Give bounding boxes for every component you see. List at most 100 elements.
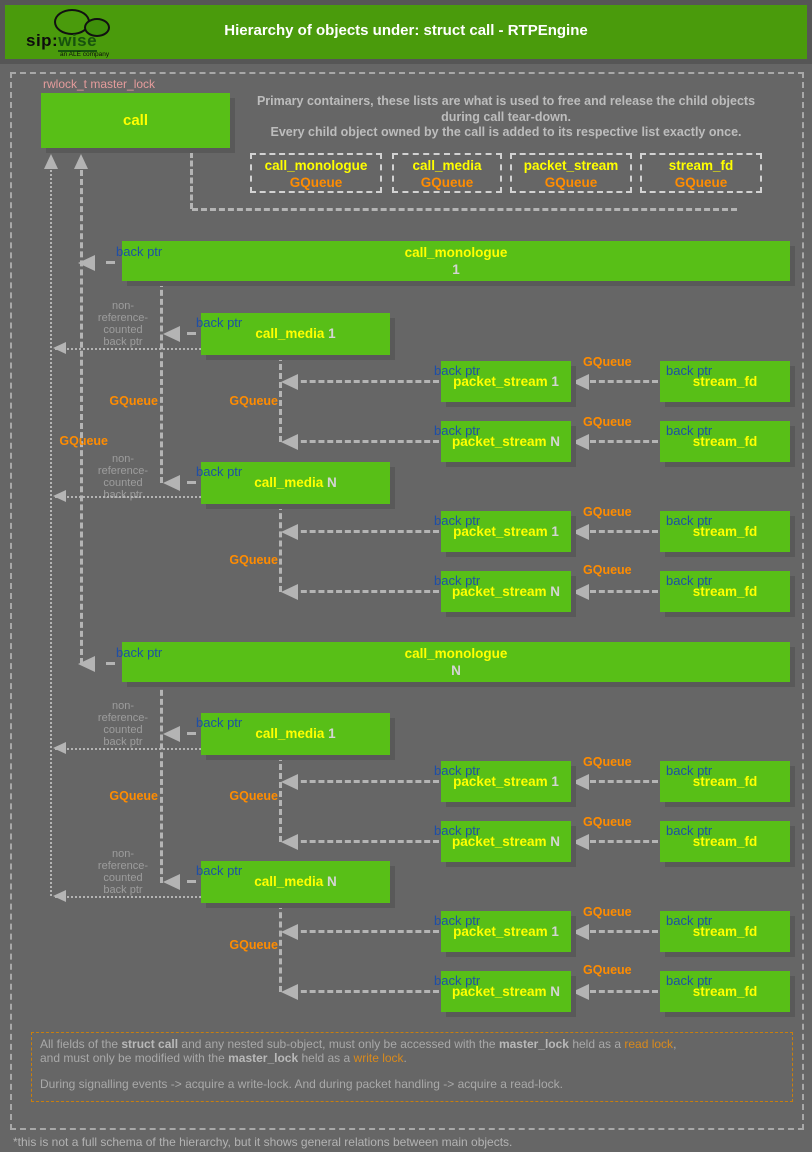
backptr-label: back ptr: [196, 863, 243, 878]
node-index: N: [550, 584, 561, 599]
container-type: GQueue: [420, 175, 474, 190]
call-monologue-1-box: call_monologue 1: [122, 241, 790, 281]
node-index: N: [327, 874, 337, 889]
header-bar: [5, 5, 807, 59]
backptr-dashed-line: [590, 840, 658, 843]
container-type: GQueue: [289, 175, 343, 190]
backptr-label: back ptr: [434, 573, 481, 588]
backptr-label: back ptr: [666, 423, 713, 438]
gqueue-label: GQueue: [109, 394, 158, 408]
stream-fd-box: stream_fd: [660, 571, 790, 612]
stream-fd-box: stream_fd: [660, 911, 790, 952]
intro-line: during call tear-down.: [441, 109, 571, 124]
container-packet-stream-queue: packet_stream GQueue: [510, 153, 632, 193]
gqueue-label: GQueue: [59, 434, 108, 448]
backptr-label: back ptr: [196, 715, 243, 730]
dash-segment: [187, 481, 196, 484]
packet-stream-1-box: packet_stream 1: [441, 911, 571, 952]
monologuen-media-queue-line: [160, 681, 163, 883]
dash-segment: [106, 662, 115, 665]
arrowhead-left-icon: [281, 584, 298, 600]
gqueue-label: GQueue: [583, 505, 632, 519]
gqueue-label: GQueue: [583, 755, 632, 769]
arrowhead-left-icon: [281, 984, 298, 1000]
arrowhead-left-icon: [572, 584, 589, 600]
bracket-horizontal-line: [192, 208, 737, 211]
packet-stream-1-box: packet_stream 1: [441, 361, 571, 402]
node-label: call_media: [254, 475, 324, 490]
backptr-label: back ptr: [196, 464, 243, 479]
backptr-dashed-line: [292, 590, 439, 593]
node-label: stream_fd: [692, 774, 758, 789]
footer-bold: master_lock: [228, 1050, 299, 1065]
arrowhead-left-icon: [572, 834, 589, 850]
arrowhead-left-icon: [572, 924, 589, 940]
note-line: non-: [111, 848, 135, 860]
nonref-dotted-line: [55, 748, 201, 750]
backptr-dashed-line: [590, 590, 658, 593]
stream-fd-box: stream_fd: [660, 821, 790, 862]
node-label: call_monologue: [404, 646, 508, 661]
node-index: N: [451, 663, 461, 678]
arrowhead-left-icon: [572, 434, 589, 450]
note-line: counted: [103, 324, 143, 336]
node-index: 1: [551, 374, 559, 389]
backptr-dashed-line: [590, 530, 658, 533]
backptr-label: back ptr: [434, 763, 481, 778]
footer-text: held as a: [568, 1037, 625, 1051]
note-line: counted: [103, 724, 143, 736]
gqueue-label: GQueue: [583, 563, 632, 577]
gqueue-label: GQueue: [583, 355, 632, 369]
call-box: call: [41, 93, 230, 148]
read-lock-text: read lock: [624, 1037, 674, 1051]
footnote: *this is not a full schema of the hierar…: [13, 1135, 513, 1149]
backptr-dashed-line: [590, 440, 658, 443]
footer-text: and any nested sub-object, must only be …: [178, 1037, 499, 1051]
node-index: 1: [551, 524, 559, 539]
gqueue-label: GQueue: [229, 789, 278, 803]
monologue1-media-queue-line: [160, 281, 163, 483]
note-line: back ptr: [103, 336, 143, 348]
backptr-dashed-line: [292, 930, 439, 933]
stream-fd-box: stream_fd: [660, 361, 790, 402]
backptr-label: back ptr: [434, 513, 481, 528]
gqueue-label: GQueue: [229, 553, 278, 567]
footer-text: During signalling events -> acquire a wr…: [40, 1077, 563, 1091]
container-type: GQueue: [544, 175, 598, 190]
container-name: call_monologue: [264, 158, 368, 173]
backptr-label: back ptr: [666, 913, 713, 928]
footer-bold: struct call: [121, 1037, 179, 1051]
arrowhead-left-icon: [281, 924, 298, 940]
node-label: packet_stream: [451, 834, 547, 849]
footer-bold: master_lock: [498, 1037, 569, 1051]
arrowhead-left-icon: [78, 255, 95, 271]
note-line: reference-: [97, 712, 149, 724]
stream-fd-box: stream_fd: [660, 511, 790, 552]
container-name: call_media: [412, 158, 482, 173]
median-stream-queue-line: [279, 903, 282, 992]
node-label: stream_fd: [692, 984, 758, 999]
node-label: call_media: [255, 326, 325, 341]
node-label: packet_stream: [451, 434, 547, 449]
node-label: stream_fd: [692, 924, 758, 939]
nonref-backptr-note: non- reference- counted back ptr: [88, 700, 158, 748]
call-media-n-box: call_media N: [201, 861, 390, 903]
arrowhead-left-icon: [572, 374, 589, 390]
node-index: 1: [328, 326, 336, 341]
page-title: Hierarchy of objects under: struct call …: [224, 22, 588, 39]
arrowhead-up-icon: [44, 154, 58, 169]
footer-line: All fields of the struct call and any ne…: [40, 1037, 784, 1052]
backptr-dashed-line: [590, 780, 658, 783]
stream-fd-box: stream_fd: [660, 971, 790, 1012]
backptr-dashed-line: [292, 530, 439, 533]
node-label: stream_fd: [692, 524, 758, 539]
logo-wise-text: wise: [58, 31, 98, 52]
node-label: packet_stream: [451, 984, 547, 999]
node-label: stream_fd: [692, 584, 758, 599]
master-lock-label: rwlock_t master_lock: [43, 77, 156, 91]
backptr-label: back ptr: [196, 315, 243, 330]
container-call-monologue-queue: call_monologue GQueue: [250, 153, 382, 193]
backptr-label: back ptr: [434, 973, 481, 988]
backptr-label: back ptr: [434, 423, 481, 438]
backptr-label: back ptr: [666, 573, 713, 588]
